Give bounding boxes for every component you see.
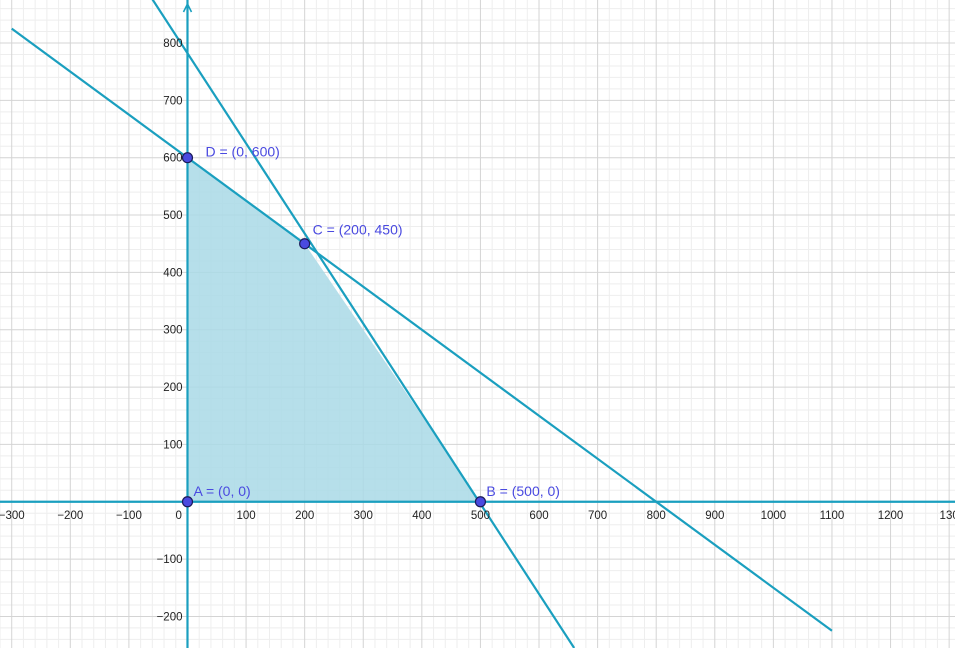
vertex-point: [474, 496, 487, 508]
feasible-region: [187, 157, 481, 502]
vertex-point: [299, 238, 311, 250]
vertex-label: C = (200, 450): [313, 222, 403, 238]
tick-labels-layer: −300 −200 −100 0 100 200 300 400 500 600 700 800 900…: [0, 38, 955, 623]
y-tick-label: 700: [163, 95, 182, 107]
y-tick-label: 400: [163, 267, 182, 279]
constraint-lines-layer: [11, 0, 833, 648]
y-tick-label: 200: [163, 382, 182, 394]
x-tick-label: 1200: [878, 510, 904, 522]
feasible-region-layer: [187, 157, 481, 502]
y-tick-label: 600: [163, 153, 182, 165]
y-tick-label: −200: [157, 611, 183, 623]
x-tick-label: −300: [0, 510, 25, 522]
constraint-line: [151, 0, 576, 648]
x-tick-label: 300: [354, 510, 373, 522]
y-axis-arrow: [182, 2, 193, 13]
x-tick-label: −100: [116, 510, 142, 522]
x-tick-label: 400: [412, 510, 431, 522]
y-tick-label: 500: [163, 210, 182, 222]
points-layer: A = (0, 0) B = (500, 0) C = (200, 450) D = …: [181, 144, 560, 508]
vertex-label: D = (0, 600): [205, 144, 279, 160]
vertex-label: B = (500, 0): [486, 483, 560, 499]
vertex-point: [181, 496, 194, 508]
x-tick-label: −200: [57, 510, 83, 522]
x-tick-label: 100: [236, 510, 255, 522]
y-tick-label: 300: [163, 325, 182, 337]
x-tick-label: 500: [471, 510, 490, 522]
vertex-label: A = (0, 0): [193, 483, 250, 499]
x-tick-label: 200: [295, 510, 314, 522]
y-tick-label: −100: [157, 554, 183, 566]
x-tick-label: 130: [940, 510, 955, 522]
vertex-point: [181, 152, 194, 164]
constraint-line: [11, 27, 833, 632]
x-tick-label: 700: [588, 510, 607, 522]
y-tick-label: 800: [163, 38, 182, 50]
x-tick-label: 1100: [820, 510, 845, 522]
x-tick-label: 800: [647, 510, 666, 522]
y-tick-label: 100: [163, 439, 182, 451]
x-tick-label: 1000: [761, 510, 787, 522]
x-tick-label: 0: [175, 510, 181, 522]
x-tick-label: 600: [529, 510, 548, 522]
x-tick-label: 900: [705, 510, 724, 522]
